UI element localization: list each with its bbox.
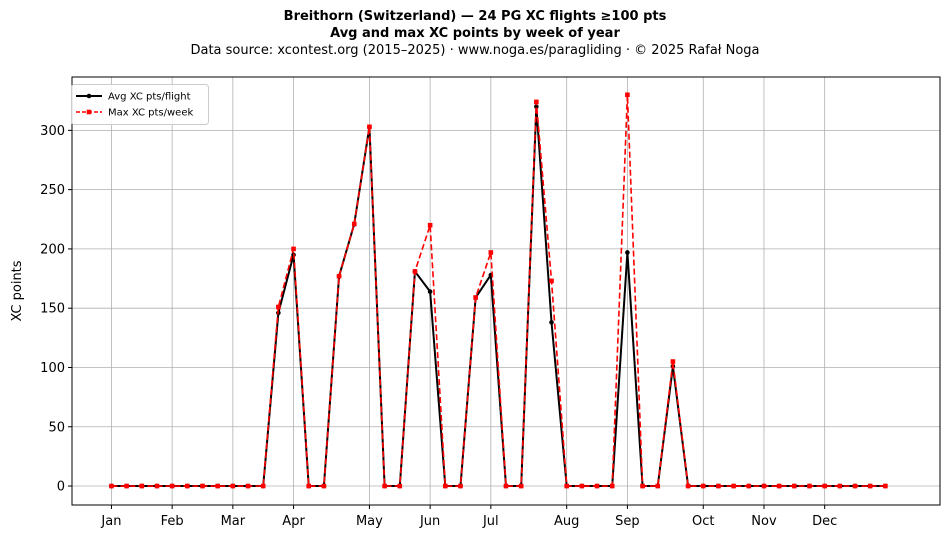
data-point — [822, 483, 827, 489]
data-point — [655, 483, 661, 489]
data-point — [200, 483, 205, 489]
x-tick-label: Dec — [812, 514, 837, 529]
data-point — [215, 483, 220, 489]
data-point — [124, 483, 129, 489]
chart-title: Breithorn (Switzerland) — 24 PG XC fligh… — [283, 9, 667, 24]
chart-subtitle: Avg and max XC points by week of year — [330, 26, 620, 41]
y-tick-label: 50 — [48, 420, 65, 435]
x-tick-label: Feb — [161, 514, 184, 529]
data-point — [746, 483, 752, 489]
data-point — [397, 483, 403, 489]
x-tick-label: Aug — [554, 514, 579, 529]
data-point — [594, 483, 600, 489]
data-point — [852, 483, 858, 489]
series-line — [111, 105, 886, 488]
data-point — [534, 99, 539, 105]
data-point — [640, 483, 645, 489]
data-point — [625, 92, 630, 98]
data-point — [776, 483, 782, 489]
series-line — [111, 93, 886, 487]
data-point — [579, 483, 585, 489]
x-tick-label: Oct — [692, 514, 714, 529]
legend-label: Avg XC pts/flight — [108, 92, 191, 103]
x-tick-label: Apr — [282, 514, 305, 529]
x-tick-label: Sep — [615, 514, 640, 529]
legend-entry: Max XC pts/week — [76, 108, 193, 119]
data-point — [351, 221, 357, 227]
y-tick-label: 0 — [57, 480, 65, 495]
x-tick-label: Jul — [482, 514, 499, 529]
data-point — [518, 483, 524, 489]
data-point — [670, 359, 676, 364]
x-tick-label: Jan — [100, 514, 121, 529]
data-point — [427, 289, 433, 294]
legend-marker — [86, 93, 92, 99]
data-point — [549, 278, 554, 284]
x-tick-label: May — [356, 514, 383, 529]
data-point — [867, 483, 873, 489]
legend-box — [71, 84, 209, 125]
y-axis-label: XC points — [10, 260, 25, 321]
data-point — [503, 483, 509, 489]
y-tick-label: 100 — [40, 361, 65, 376]
series-max — [109, 92, 888, 489]
data-point — [109, 483, 114, 489]
y-tick-label: 200 — [40, 242, 65, 257]
data-point — [761, 483, 767, 489]
data-point — [291, 246, 296, 252]
data-point — [473, 295, 478, 300]
data-point — [534, 104, 539, 109]
data-point — [731, 483, 736, 489]
data-point — [564, 483, 569, 489]
legend-entry: Avg XC pts/flight — [76, 92, 191, 103]
data-point — [549, 320, 554, 325]
data-point — [245, 483, 251, 489]
data-point — [412, 269, 418, 274]
legend-label: Max XC pts/week — [108, 108, 193, 119]
data-point — [185, 483, 190, 489]
y-tick-label: 300 — [40, 124, 65, 139]
data-point — [837, 483, 843, 489]
data-point — [367, 124, 372, 130]
x-tick-label: Nov — [751, 514, 777, 529]
x-tick-label: Jun — [419, 514, 440, 529]
x-tick-label: Mar — [221, 514, 246, 529]
data-point — [154, 483, 160, 489]
series-layer — [109, 92, 888, 489]
data-point — [306, 483, 312, 489]
data-point — [807, 483, 812, 489]
data-point — [382, 483, 387, 489]
data-point — [685, 483, 691, 489]
data-point — [260, 483, 266, 489]
data-point — [427, 222, 433, 228]
data-point — [458, 483, 463, 489]
data-point — [230, 483, 236, 489]
data-point — [139, 483, 145, 489]
data-point — [336, 273, 342, 279]
legend-marker — [86, 109, 92, 115]
data-point — [792, 483, 797, 489]
data-point — [321, 483, 327, 489]
plot-frame — [71, 76, 941, 506]
grid — [72, 77, 940, 505]
data-point — [700, 483, 706, 489]
data-point — [276, 304, 281, 310]
data-point — [443, 483, 448, 489]
legend: Avg XC pts/flight Max XC pts/week — [71, 84, 209, 125]
data-source-note: Data source: xcontest.org (2015–2025) · … — [190, 43, 760, 58]
data-point — [716, 483, 721, 489]
data-point — [488, 250, 494, 255]
data-point — [883, 483, 888, 489]
data-point — [169, 483, 175, 489]
data-point — [625, 250, 630, 255]
ticks: 0 50 100 150 200 250 300 Jan Feb Mar Apr May Jun Jul A… — [40, 124, 837, 529]
y-tick-label: 250 — [40, 183, 65, 198]
series-avg — [109, 104, 888, 489]
data-point — [609, 483, 615, 489]
y-tick-label: 150 — [40, 302, 65, 317]
